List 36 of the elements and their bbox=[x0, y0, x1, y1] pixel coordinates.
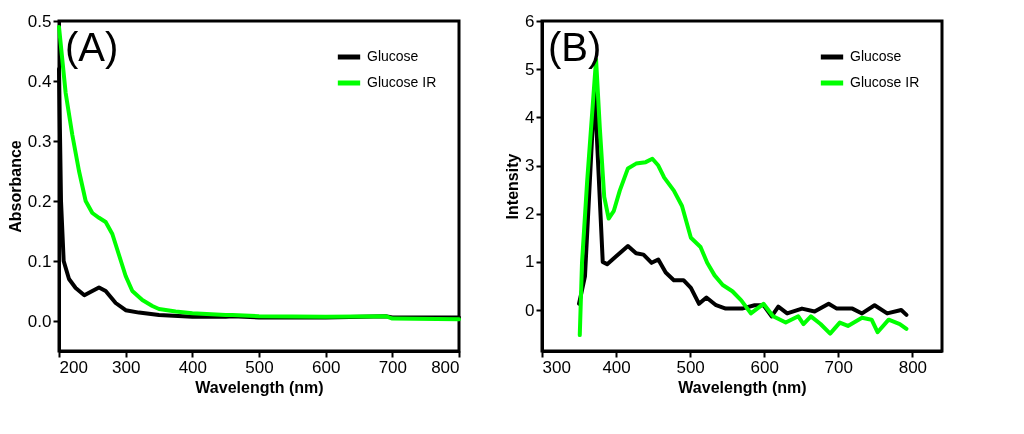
x-axis-title: Wavelength (nm) bbox=[195, 378, 324, 396]
x-tick-label: 500 bbox=[245, 357, 274, 377]
x-tick-label: 300 bbox=[111, 357, 141, 377]
annotation: (B) bbox=[548, 25, 602, 69]
y-tick-label: 1 bbox=[525, 252, 535, 272]
y-tick-label: 0.0 bbox=[27, 311, 52, 331]
x-tick-label: 200 bbox=[59, 357, 88, 377]
y-tick-label: 4 bbox=[525, 107, 535, 127]
legend-label: Glucose bbox=[850, 48, 902, 64]
x-tick-label: 500 bbox=[676, 357, 705, 377]
x-tick-label: 700 bbox=[824, 357, 853, 377]
y-tick-label: 0.4 bbox=[27, 71, 52, 91]
y-tick-label: 0.5 bbox=[27, 11, 52, 31]
y-tick-label: 0.3 bbox=[27, 131, 52, 151]
y-tick-label: 0 bbox=[525, 300, 535, 320]
x-tick-label: 400 bbox=[602, 357, 631, 377]
y-tick-label: 0.1 bbox=[27, 251, 52, 271]
annotation: (A) bbox=[65, 25, 119, 69]
y-tick-label: 2 bbox=[525, 204, 535, 224]
legend-label: Glucose IR bbox=[367, 74, 437, 90]
x-tick-label: 700 bbox=[378, 357, 408, 377]
y-tick-label: 0.2 bbox=[27, 191, 52, 211]
legend-label: Glucose IR bbox=[850, 74, 920, 90]
y-axis-title: Absorbance bbox=[6, 140, 24, 233]
x-tick-label: 800 bbox=[431, 357, 460, 377]
x-tick-label: 800 bbox=[898, 357, 928, 377]
legend-label: Glucose bbox=[367, 48, 419, 64]
x-tick-label: 600 bbox=[750, 357, 779, 377]
y-tick-label: 6 bbox=[525, 11, 535, 31]
x-tick-label: 400 bbox=[178, 357, 208, 377]
x-tick-label: 600 bbox=[311, 357, 341, 377]
x-axis-title: Wavelength (nm) bbox=[678, 378, 807, 396]
y-tick-label: 5 bbox=[525, 59, 535, 79]
y-tick-label: 3 bbox=[525, 156, 535, 176]
y-axis-title: Intensity bbox=[504, 153, 522, 220]
x-tick-label: 300 bbox=[542, 357, 571, 377]
